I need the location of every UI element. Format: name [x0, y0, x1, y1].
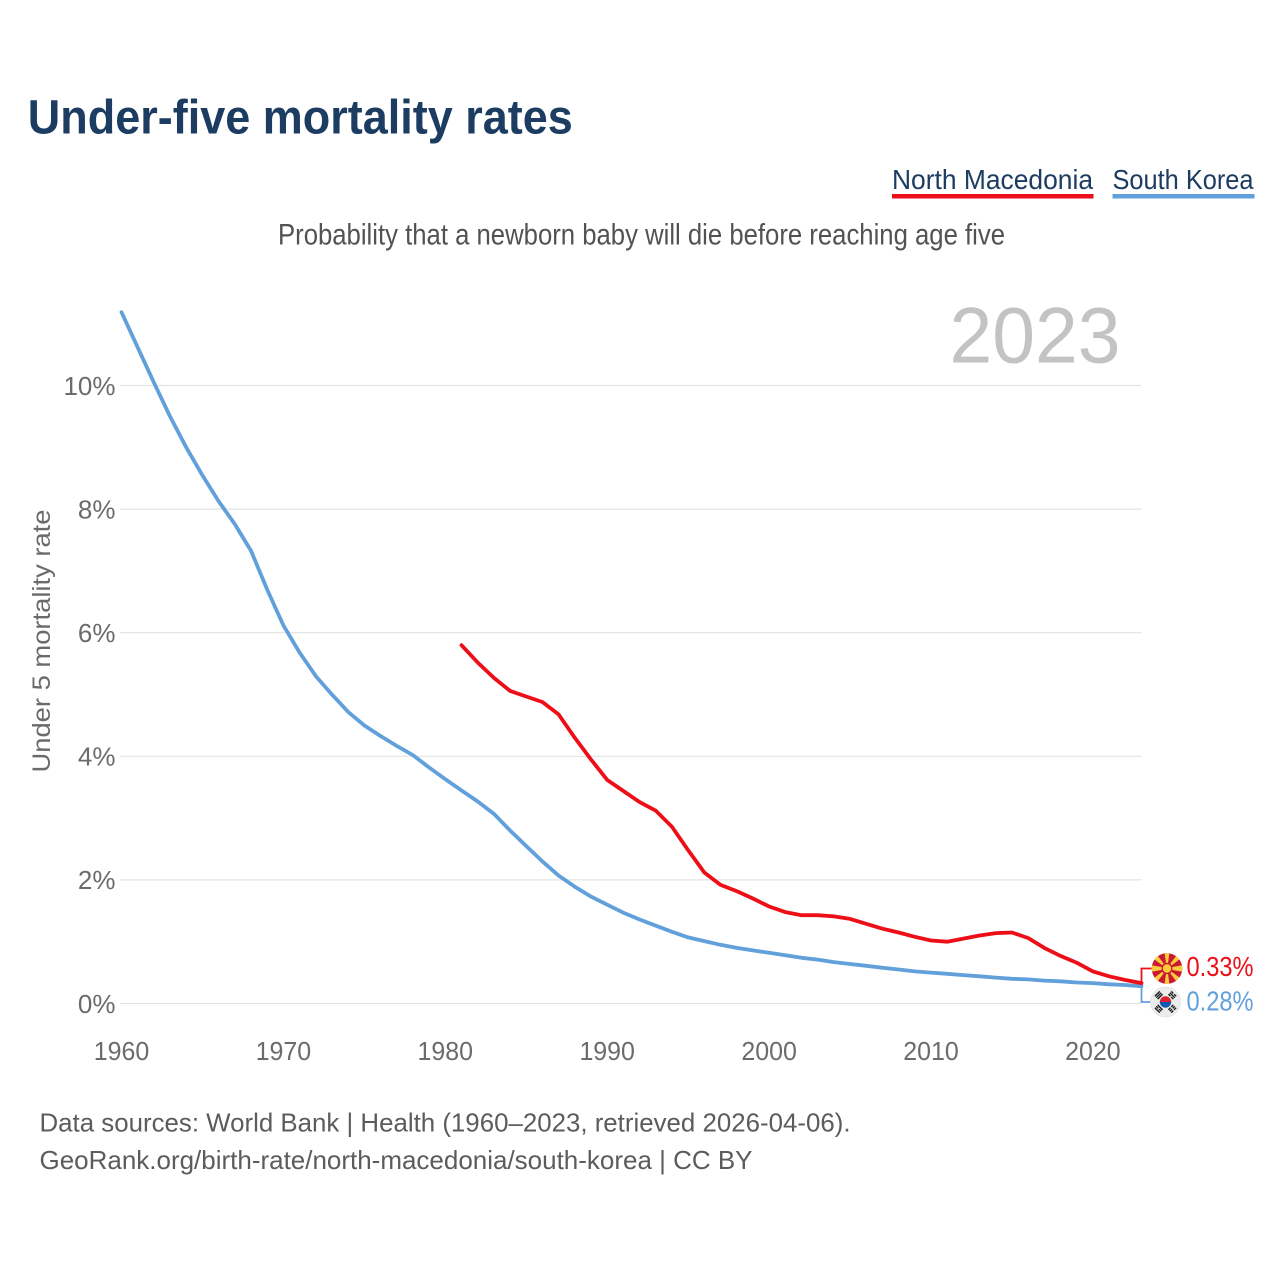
- svg-text:1990: 1990: [579, 1036, 635, 1066]
- svg-text:4%: 4%: [78, 742, 116, 772]
- svg-text:Under-five mortality rates: Under-five mortality rates: [28, 91, 573, 144]
- svg-text:0.28%: 0.28%: [1187, 986, 1254, 1017]
- svg-text:2010: 2010: [903, 1036, 959, 1066]
- svg-text:Data sources: World Bank | Hea: Data sources: World Bank | Health (1960–…: [40, 1108, 851, 1138]
- svg-text:1970: 1970: [256, 1036, 312, 1066]
- svg-text:Under 5 mortality rate: Under 5 mortality rate: [28, 510, 56, 773]
- svg-text:0%: 0%: [78, 989, 116, 1019]
- svg-text:2023: 2023: [950, 291, 1121, 380]
- svg-text:8%: 8%: [78, 494, 116, 524]
- svg-text:1960: 1960: [94, 1036, 150, 1066]
- svg-text:6%: 6%: [78, 618, 116, 648]
- svg-text:North Macedonia: North Macedonia: [892, 164, 1093, 195]
- svg-text:South Korea: South Korea: [1113, 164, 1254, 195]
- svg-text:2020: 2020: [1065, 1036, 1121, 1066]
- svg-text:2000: 2000: [741, 1036, 797, 1066]
- svg-text:1980: 1980: [418, 1036, 474, 1066]
- svg-text:10%: 10%: [63, 371, 115, 401]
- svg-text:GeoRank.org/birth-rate/north-m: GeoRank.org/birth-rate/north-macedonia/s…: [40, 1145, 753, 1175]
- svg-text:2%: 2%: [78, 865, 116, 895]
- svg-text:0.33%: 0.33%: [1187, 951, 1254, 982]
- svg-text:Probability that a newborn bab: Probability that a newborn baby will die…: [278, 219, 1005, 252]
